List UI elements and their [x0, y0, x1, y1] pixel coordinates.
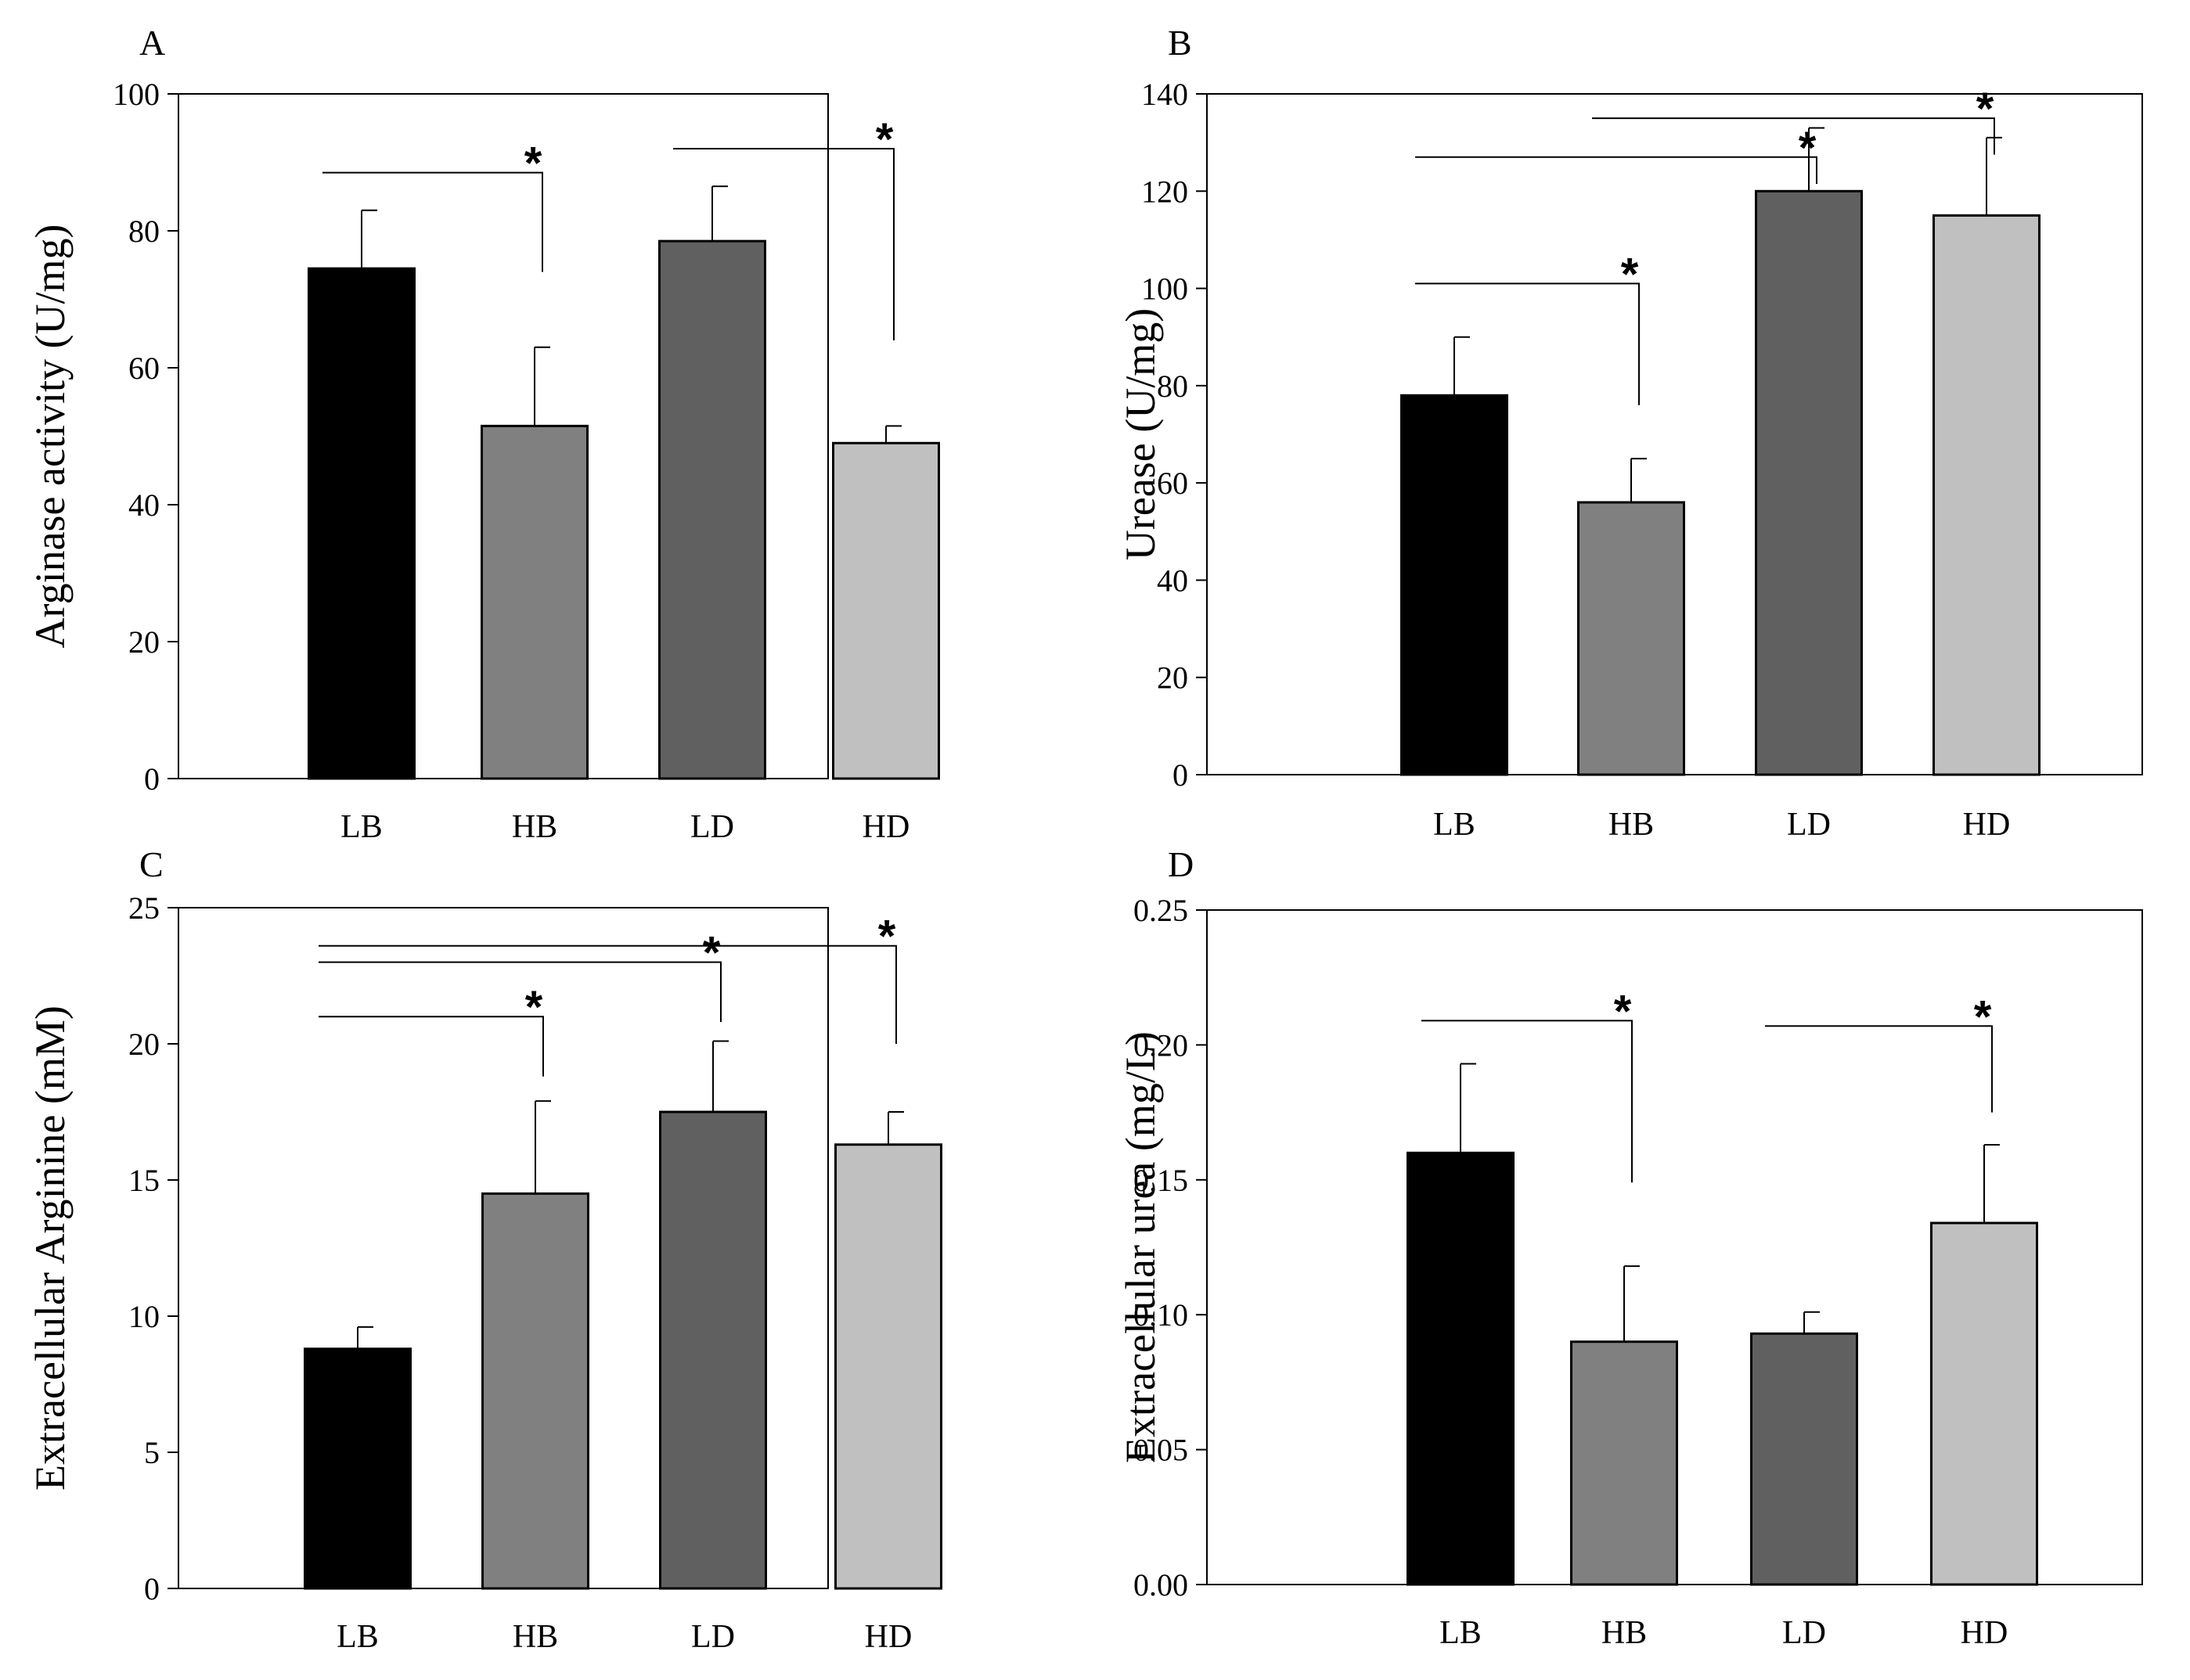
x-tick-label-hb: HB: [512, 809, 557, 845]
y-tick-label: 0.00: [1133, 1567, 1188, 1603]
bar-hd: [834, 1143, 942, 1590]
x-tick-label-hd: HD: [865, 1619, 913, 1655]
y-tick-label: 80: [1157, 369, 1188, 404]
x-tick-label-hd: HD: [1963, 807, 2011, 843]
significance-star: *: [703, 928, 721, 979]
bar-lb: [1400, 394, 1508, 776]
x-tick-label-ld: LD: [1782, 1615, 1826, 1651]
x-tick-label-ld: LD: [691, 1619, 735, 1655]
chart-panel-a: 0 20 40 60 80 100 LB HB LD HD * * Arginase activity …: [27, 77, 940, 845]
bar-hb: [1570, 1340, 1678, 1586]
y-tick-label: 40: [1157, 563, 1188, 598]
y-tick-label: 15: [128, 1163, 160, 1198]
significance-star: *: [524, 139, 542, 189]
significance-star: *: [878, 912, 896, 962]
x-tick-label-hb: HB: [513, 1619, 558, 1655]
y-axis-title-c: Extracellular Arginine (mM): [27, 1005, 74, 1491]
x-tick-label-lb: LB: [340, 809, 383, 845]
chart-panel-b: 0 20 40 60 80 100 120 140 LB HB LD HD * * * Urease (U/m…: [1117, 77, 2143, 843]
x-tick-label-hd: HD: [1961, 1615, 2008, 1651]
y-tick-label: 60: [1157, 466, 1188, 501]
significance-star: *: [876, 114, 894, 165]
y-tick-label: 0: [1172, 757, 1188, 793]
significance-bracket: [322, 171, 543, 272]
bar-hb: [1577, 501, 1685, 776]
significance-star: *: [525, 982, 543, 1033]
x-tick-label-hd: HD: [863, 809, 910, 845]
x-tick-label-ld: LD: [690, 809, 734, 845]
significance-bracket: [319, 944, 897, 1044]
y-tick-label: 80: [128, 214, 160, 249]
significance-bracket: [1765, 1025, 1993, 1113]
chart-panel-d: 0.00 0.05 0.10 0.15 0.20 0.25 LB HB LD HD * * Extrac…: [1117, 893, 2143, 1651]
y-tick-label: 10: [128, 1299, 160, 1334]
significance-bracket: [1421, 1020, 1633, 1183]
bar-hd: [832, 441, 940, 780]
y-tick-label: 100: [1141, 272, 1188, 307]
x-tick-label-lb: LB: [1439, 1615, 1482, 1651]
y-tick-label: 0.20: [1133, 1027, 1188, 1063]
significance-star: *: [1621, 249, 1639, 300]
significance-bracket: [319, 1016, 544, 1077]
bar-lb: [308, 267, 416, 780]
significance-star: *: [1614, 986, 1632, 1037]
significance-bracket: [1592, 117, 1995, 155]
y-tick-label: 0.15: [1133, 1163, 1188, 1198]
significance-star: *: [1976, 84, 1994, 135]
bar-ld: [659, 1110, 767, 1590]
bar-hb: [481, 424, 589, 780]
y-tick-label: 140: [1141, 77, 1188, 112]
y-tick-label: 20: [128, 1027, 160, 1062]
bar-hb: [481, 1192, 589, 1590]
y-tick-label: 60: [128, 351, 160, 386]
panel-letter-d: D: [1168, 844, 1194, 884]
significance-bracket: [1415, 156, 1817, 184]
y-tick-label: 5: [144, 1435, 160, 1470]
y-tick-label: 0.05: [1133, 1433, 1188, 1468]
significance-star: *: [1799, 123, 1817, 174]
panel-letter-b: B: [1168, 23, 1192, 63]
y-tick-label: 20: [128, 624, 160, 660]
y-tick-label: 0: [144, 1571, 160, 1606]
significance-bracket: [319, 961, 722, 1023]
y-axis-title-a: Arginase activity (U/mg): [27, 225, 74, 649]
chart-panel-c: 0 5 10 15 20 25 LB HB LD HD * * * Extracellular Argin…: [27, 890, 942, 1655]
x-tick-label-hb: HB: [1608, 807, 1654, 843]
y-axis-title-b: Urease (U/mg): [1117, 308, 1164, 560]
significance-bracket: [673, 148, 895, 340]
y-tick-label: 0: [144, 761, 160, 797]
y-tick-label: 0.10: [1133, 1297, 1188, 1333]
panel-letter-c: C: [139, 844, 164, 884]
significance-bracket: [1415, 282, 1640, 405]
y-tick-label: 120: [1141, 174, 1188, 209]
y-tick-label: 20: [1157, 660, 1188, 696]
x-tick-label-hb: HB: [1601, 1615, 1647, 1651]
bar-ld: [1750, 1332, 1858, 1586]
bar-ld: [1755, 189, 1863, 776]
y-tick-label: 40: [128, 487, 160, 523]
x-tick-label-ld: LD: [1787, 807, 1831, 843]
x-tick-label-lb: LB: [1433, 807, 1475, 843]
significance-star: *: [1974, 991, 1992, 1042]
y-tick-label: 100: [113, 77, 160, 112]
bar-lb: [1407, 1151, 1515, 1586]
bar-lb: [304, 1347, 412, 1590]
bar-ld: [658, 239, 766, 780]
bar-hd: [1930, 1221, 2038, 1586]
x-tick-label-lb: LB: [337, 1619, 379, 1655]
y-axis-title-d: Extracellular urea (mg/L): [1117, 1031, 1164, 1463]
panel-letter-a: A: [139, 23, 165, 63]
y-tick-label: 0.25: [1133, 893, 1188, 928]
bar-hd: [1932, 214, 2041, 776]
y-tick-label: 25: [128, 890, 160, 926]
